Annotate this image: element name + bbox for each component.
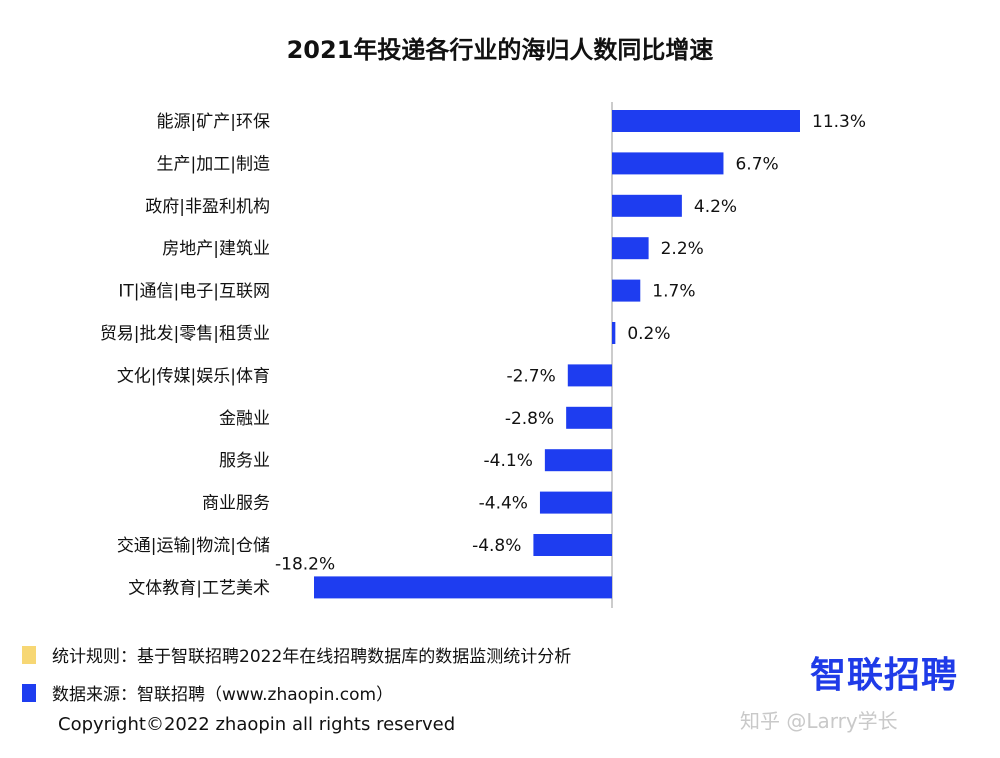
data-source-text: 数据来源：智联招聘（www.zhaopin.com）: [52, 685, 394, 705]
data-source-note: 数据来源：智联招聘（www.zhaopin.com）: [22, 680, 393, 705]
category-label: 服务业: [219, 451, 270, 471]
yellow-square-icon: [22, 645, 36, 664]
bar: [539, 491, 612, 514]
bar: [544, 449, 612, 472]
bar: [612, 110, 800, 132]
category-label: 金融业: [219, 409, 270, 429]
value-label: 11.3%: [812, 112, 866, 132]
category-label: 能源|矿产|环保: [157, 112, 270, 132]
statistics-rule-note: 统计规则：基于智联招聘2022年在线招聘数据库的数据监测统计分析: [22, 642, 571, 667]
bar: [612, 152, 724, 175]
value-label: 0.2%: [627, 324, 670, 344]
bar: [566, 406, 612, 429]
value-label: -18.2%: [275, 554, 335, 574]
category-label: 贸易|批发|零售|租赁业: [100, 324, 270, 344]
category-label: 生产|加工|制造: [157, 154, 270, 174]
category-label: 房地产|建筑业: [162, 239, 270, 259]
blue-square-icon: [22, 683, 36, 702]
zhihu-watermark: 知乎 @Larry学长: [740, 709, 898, 733]
value-label: -4.4%: [479, 494, 528, 514]
copyright-text: Copyright©2022 zhaopin all rights reserv…: [58, 714, 456, 735]
value-label: 6.7%: [735, 154, 778, 174]
category-label: 交通|运输|物流|仓储: [117, 536, 270, 556]
bar: [612, 237, 649, 260]
category-label: 政府|非盈利机构: [145, 197, 270, 217]
statistics-rule-text: 统计规则：基于智联招聘2022年在线招聘数据库的数据监测统计分析: [52, 647, 572, 667]
bar: [314, 576, 612, 599]
value-label: -4.8%: [472, 536, 521, 556]
chart-title: 2021年投递各行业的海归人数同比增速: [286, 36, 714, 64]
category-label: 文体教育|工艺美术: [128, 578, 270, 598]
value-label: -4.1%: [484, 451, 533, 471]
bar: [612, 322, 616, 344]
bar: [533, 534, 612, 556]
category-label: 文化|传媒|娱乐|体育: [117, 366, 270, 386]
value-label: 4.2%: [694, 197, 737, 217]
category-label: 商业服务: [202, 494, 270, 514]
bar: [612, 194, 682, 217]
value-label: -2.8%: [505, 409, 554, 429]
zhaopin-logo: 智联招聘: [810, 655, 959, 696]
category-label: IT|通信|电子|互联网: [118, 282, 270, 302]
value-label: 2.2%: [661, 239, 704, 259]
value-label: -2.7%: [506, 366, 555, 386]
bar-chart: 能源|矿产|环保 11.3% 生产|加工|制造 6.7% 政府|非盈利机构 4.2% 房地产…: [100, 102, 866, 608]
value-label: 1.7%: [652, 282, 695, 302]
bar: [612, 279, 641, 302]
bar: [567, 364, 612, 387]
